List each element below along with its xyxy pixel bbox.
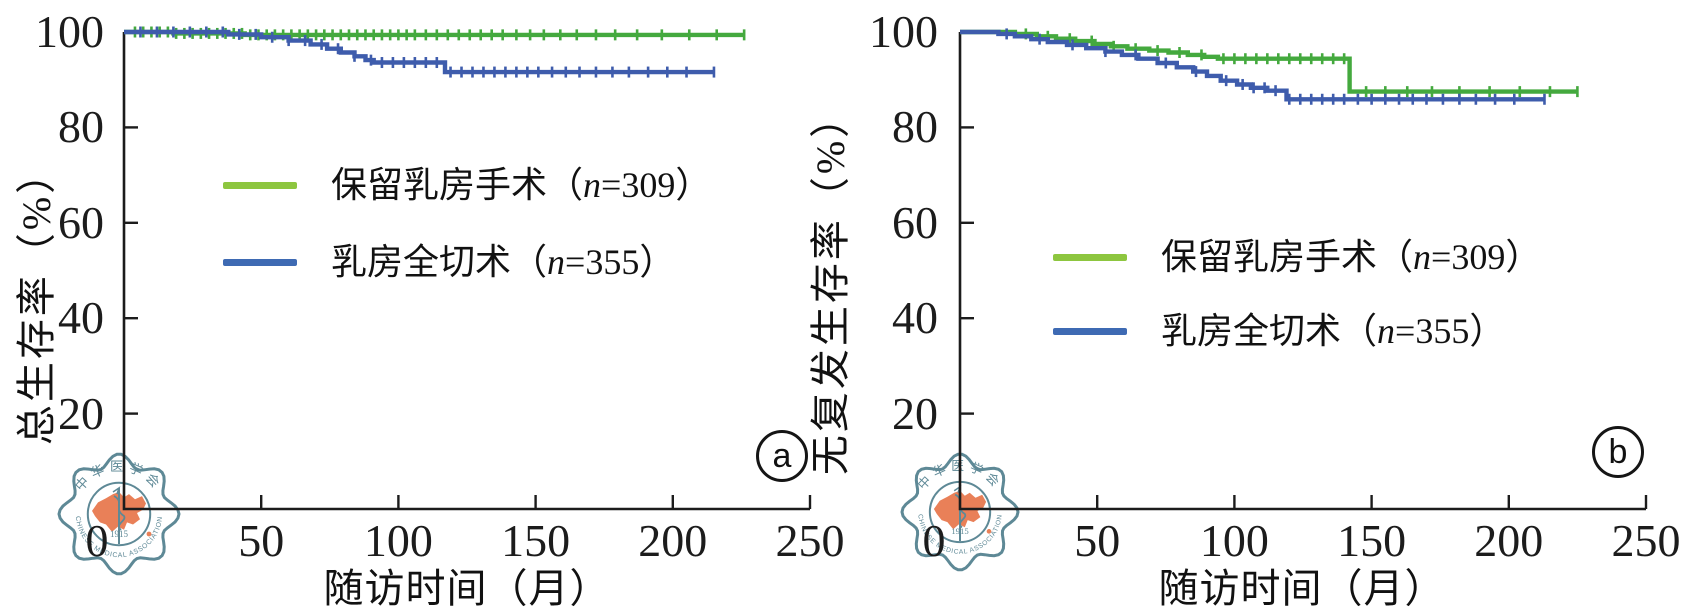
legend-n-variable: n	[583, 165, 602, 205]
origin-label-b: 0	[922, 515, 946, 566]
panel-label-b: b	[1592, 426, 1644, 478]
legend-label: 保留乳房手术（n=309）	[1161, 239, 1541, 275]
legend-row-bcs: 保留乳房手术（n=309）	[223, 167, 711, 203]
y-tick-label: 40	[892, 292, 938, 344]
legend-label-suffix: =309）	[601, 165, 712, 205]
censor-marks	[1005, 28, 1546, 105]
x-tick-label: 50	[1074, 515, 1121, 566]
legend-line-swatch	[223, 258, 297, 266]
axes	[958, 32, 1646, 511]
logo-year: 1915	[110, 529, 129, 539]
axes	[122, 32, 810, 511]
legend-n-variable: n	[1413, 237, 1432, 277]
y-tick-label: 20	[58, 387, 104, 439]
legend-label-suffix: =309）	[1431, 237, 1542, 277]
y-tick-label: 60	[58, 196, 104, 248]
panel-letter-b: b	[1608, 433, 1628, 471]
x-tick-label: 250	[1611, 515, 1681, 566]
legend-row-bcs: 保留乳房手术（n=309）	[1053, 239, 1541, 275]
censor-marks	[139, 26, 716, 78]
x-tick-label: 100	[363, 515, 433, 566]
legend-label-prefix: 乳房全切术（	[331, 242, 548, 282]
legend-line-swatch	[1053, 327, 1127, 335]
legend-row-mastectomy: 乳房全切术（n=355）	[223, 244, 675, 280]
panel-letter-a: a	[772, 437, 792, 475]
legend-label-prefix: 保留乳房手术（	[1161, 237, 1414, 277]
legend-label: 保留乳房手术（n=309）	[331, 167, 711, 203]
logo-year: 1915	[951, 526, 968, 536]
y-tick-label: 60	[892, 196, 938, 248]
y-tick-label: 80	[892, 101, 938, 153]
panel-b	[958, 28, 1648, 511]
legend-n-variable: n	[547, 242, 566, 282]
origin-label-a: 0	[85, 515, 109, 566]
censor-marks	[1024, 28, 1579, 98]
y-tick-label: 80	[58, 101, 104, 153]
legend-label-suffix: =355）	[1395, 311, 1506, 351]
panel-a	[122, 26, 812, 511]
km-curve	[960, 29, 1578, 94]
x-axis-label-a: 随访时间（月）	[323, 566, 611, 611]
legend-line-swatch	[223, 181, 297, 189]
legend-n-variable: n	[1377, 311, 1396, 351]
y-tick-label: 40	[58, 292, 104, 344]
x-tick-label: 100	[1199, 515, 1269, 566]
legend-label-suffix: =355）	[565, 242, 676, 282]
x-tick-label: 150	[1337, 515, 1407, 566]
legend-label-prefix: 保留乳房手术（	[331, 165, 584, 205]
x-axis-label-b: 随访时间（月）	[1158, 566, 1446, 611]
x-tick-label: 50	[238, 515, 285, 566]
y-tick-label: 100	[35, 6, 104, 57]
legend-line-swatch	[1053, 253, 1127, 261]
km-curve	[124, 29, 714, 75]
x-tick-label: 200	[1474, 515, 1544, 566]
y-tick-label: 100	[869, 6, 938, 57]
x-tick-label: 250	[775, 515, 845, 566]
legend-label-prefix: 乳房全切术（	[1161, 311, 1378, 351]
km-curve	[960, 29, 1545, 102]
legend-label: 乳房全切术（n=355）	[1161, 313, 1505, 349]
legend-row-mastectomy: 乳房全切术（n=355）	[1053, 313, 1505, 349]
panel-label-a: a	[756, 430, 808, 482]
x-tick-label: 150	[501, 515, 571, 566]
x-tick-label: 200	[638, 515, 708, 566]
legend-label: 乳房全切术（n=355）	[331, 244, 675, 280]
y-tick-label: 20	[892, 387, 938, 439]
